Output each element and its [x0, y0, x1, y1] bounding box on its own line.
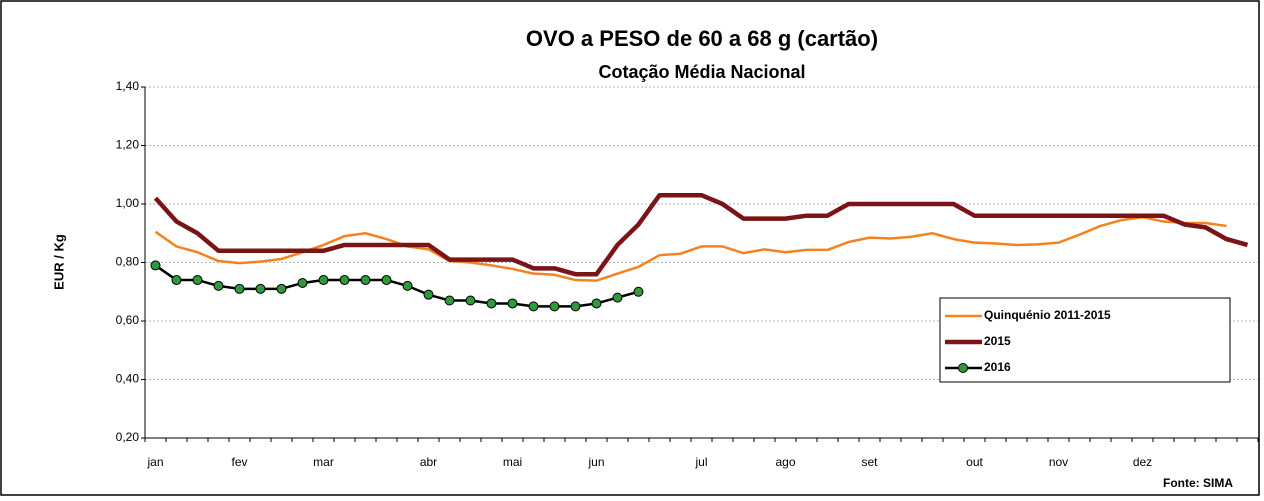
series-marker	[570, 301, 581, 312]
series-marker	[171, 275, 182, 286]
series-marker	[213, 280, 224, 291]
series-marker	[192, 275, 203, 286]
x-tick-label: abr	[420, 455, 437, 469]
y-tick-label: 0,20	[116, 430, 140, 444]
series-marker	[528, 301, 539, 312]
y-tick-label: 1,00	[116, 196, 140, 210]
chart-title: OVO a PESO de 60 a 68 g (cartão)	[526, 26, 878, 51]
x-tick-label: mai	[503, 455, 522, 469]
series-marker	[381, 275, 392, 286]
y-tick-label: 1,20	[116, 138, 140, 152]
series-marker	[339, 275, 350, 286]
y-tick-label: 0,40	[116, 372, 140, 386]
series-marker	[234, 283, 245, 294]
x-tick-label: nov	[1049, 455, 1068, 469]
legend-label: 2016	[984, 360, 1011, 374]
source-note: Fonte: SIMA	[1163, 476, 1233, 490]
series-line	[154, 215, 1227, 282]
series-marker	[465, 295, 476, 306]
series-marker	[612, 292, 623, 303]
y-tick-label: 0,60	[116, 313, 140, 327]
series-marker	[402, 280, 413, 291]
x-tick-label: jun	[587, 455, 604, 469]
y-tick-label: 0,80	[116, 255, 140, 269]
series-marker	[318, 275, 329, 286]
series-marker	[297, 277, 308, 288]
series-marker	[444, 295, 455, 306]
series-marker	[150, 260, 161, 271]
series-marker	[591, 298, 602, 309]
y-tick-label: 1,40	[116, 79, 140, 93]
legend-label: 2015	[984, 334, 1011, 348]
series-line	[153, 192, 1249, 277]
x-tick-label: fev	[231, 455, 247, 469]
y-axis-label: EUR / Kg	[51, 234, 66, 290]
series-marker	[549, 301, 560, 312]
x-tick-label: mar	[313, 455, 334, 469]
x-tick-label: dez	[1133, 455, 1152, 469]
x-tick-label: ago	[775, 455, 795, 469]
chart-subtitle: Cotação Média Nacional	[598, 62, 805, 82]
x-tick-label: jul	[694, 455, 707, 469]
series-marker	[276, 283, 287, 294]
series-marker	[507, 298, 518, 309]
x-tick-label: out	[966, 455, 983, 469]
series-marker	[255, 283, 266, 294]
series-marker	[633, 286, 644, 297]
legend-label: Quinquénio 2011-2015	[984, 308, 1111, 322]
x-tick-label: jan	[146, 455, 163, 469]
series-marker	[423, 289, 434, 300]
series-marker	[360, 275, 371, 286]
legend-box	[939, 297, 1231, 383]
legend-marker	[958, 363, 968, 373]
x-tick-label: set	[861, 455, 878, 469]
series-marker	[486, 298, 497, 309]
